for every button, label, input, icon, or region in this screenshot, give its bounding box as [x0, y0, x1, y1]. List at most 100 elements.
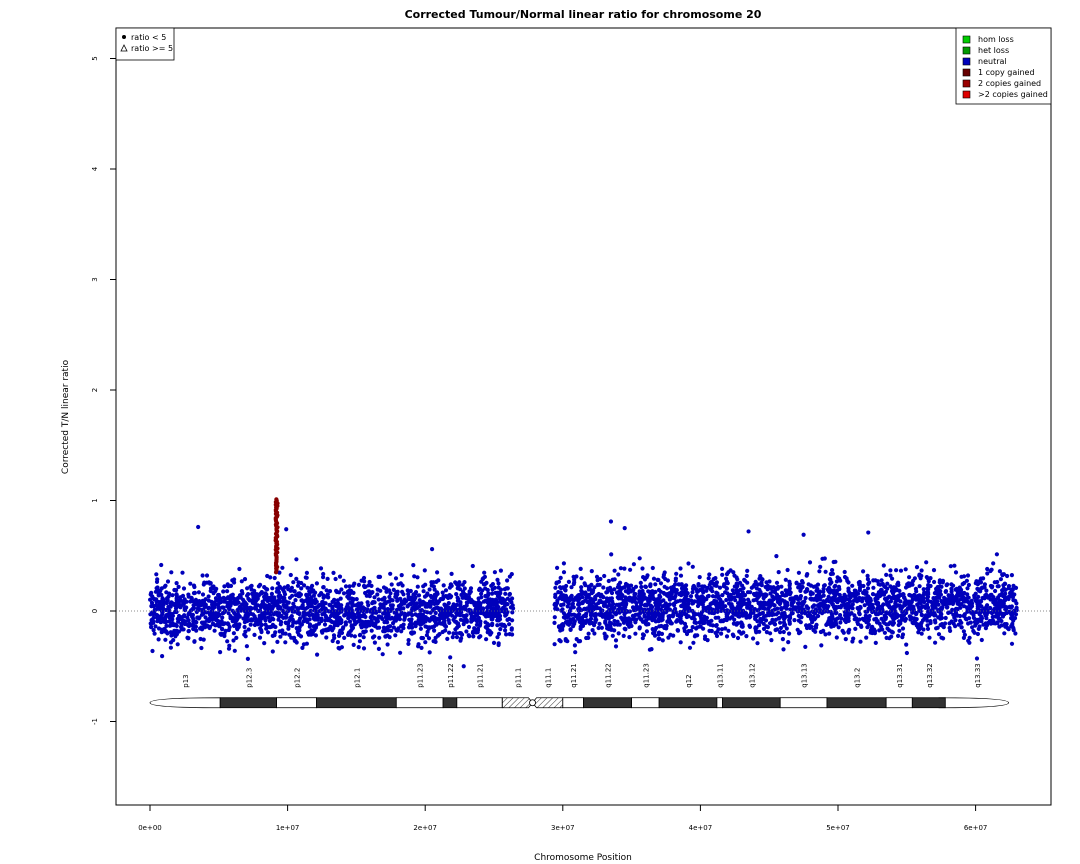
neutral-point — [407, 622, 412, 627]
neutral-point — [352, 634, 357, 639]
neutral-point — [182, 599, 188, 604]
neutral-point — [965, 599, 971, 605]
neutral-point — [245, 618, 250, 624]
neutral-point — [669, 621, 674, 626]
neutral-point — [903, 602, 908, 608]
neutral-point — [165, 579, 171, 584]
neutral-point — [887, 628, 892, 633]
neutral-point — [239, 608, 244, 613]
neutral-point — [396, 604, 401, 609]
neutral-point — [846, 618, 851, 624]
neutral-point — [1010, 613, 1015, 618]
neutral-point — [706, 576, 711, 581]
neutral-point — [735, 593, 741, 598]
neutral-point — [1000, 572, 1005, 577]
neutral-point — [172, 628, 177, 633]
neutral-point — [356, 618, 361, 624]
neutral-point — [509, 600, 514, 605]
data-points — [148, 497, 1019, 669]
neutral-point — [220, 615, 225, 620]
neutral-point — [375, 619, 380, 624]
neutral-point — [794, 594, 799, 599]
neutral-point — [985, 571, 990, 576]
neutral-point — [582, 613, 587, 618]
neutral-point — [445, 613, 450, 618]
neutral-point — [887, 636, 892, 641]
neutral-point — [596, 625, 601, 631]
color-legend-label: neutral — [978, 57, 1007, 66]
neutral-point — [313, 597, 318, 602]
neutral-point — [591, 600, 596, 605]
neutral-point — [952, 615, 957, 620]
neutral-point — [787, 592, 793, 597]
neutral-point — [482, 570, 487, 575]
neutral-point — [828, 609, 833, 615]
neutral-point — [263, 611, 268, 616]
neutral-point — [678, 566, 683, 571]
band-label: q13.2 — [854, 668, 862, 688]
neutral-point — [779, 607, 784, 612]
neutral-point — [787, 579, 792, 584]
neutral-point — [702, 614, 707, 619]
neutral-point — [571, 581, 576, 587]
neutral-point — [945, 582, 950, 587]
neutral-point — [823, 569, 828, 574]
neutral-point — [622, 566, 627, 571]
neutral-point — [295, 583, 301, 588]
neutral-point — [389, 582, 394, 587]
neutral-point — [258, 582, 263, 588]
neutral-point — [252, 597, 257, 602]
neutral-point — [559, 603, 564, 608]
neutral-point — [1004, 622, 1009, 627]
neutral-point — [845, 611, 850, 616]
neutral-point — [178, 595, 183, 600]
neutral-point — [702, 584, 707, 589]
neutral-point — [361, 635, 366, 640]
neutral-point — [914, 623, 919, 628]
neutral-point — [604, 590, 609, 595]
neutral-point — [349, 596, 354, 601]
neutral-point — [406, 641, 411, 647]
neutral-point — [473, 607, 478, 612]
neutral-point — [413, 595, 418, 600]
neutral-point — [842, 569, 847, 575]
neutral-point — [797, 582, 802, 587]
neutral-point — [170, 601, 175, 606]
neutral-point — [412, 574, 417, 579]
neutral-point — [953, 624, 958, 629]
neutral-point — [451, 617, 456, 622]
neutral-point — [801, 532, 806, 537]
neutral-point — [945, 601, 950, 606]
neutral-point — [476, 599, 481, 605]
neutral-point — [778, 625, 784, 631]
neutral-point — [656, 630, 662, 635]
neutral-point — [720, 566, 725, 572]
neutral-point — [192, 639, 197, 644]
neutral-point — [730, 588, 735, 593]
neutral-point — [428, 610, 433, 615]
neutral-point — [591, 588, 596, 593]
neutral-point — [464, 629, 469, 634]
neutral-point — [962, 632, 968, 637]
neutral-point — [458, 604, 463, 609]
neutral-point — [336, 645, 341, 651]
neutral-point — [497, 596, 502, 601]
neutral-point — [648, 583, 653, 588]
neutral-point — [563, 593, 569, 599]
neutral-point — [971, 615, 977, 621]
neutral-point — [196, 590, 201, 595]
neutral-point — [612, 587, 617, 592]
neutral-point — [771, 602, 776, 607]
neutral-point — [769, 638, 774, 643]
neutral-point — [376, 597, 381, 602]
neutral-point — [222, 599, 227, 604]
neutral-point — [682, 621, 688, 627]
neutral-point — [470, 563, 475, 569]
neutral-point — [689, 616, 695, 621]
neutral-point — [997, 609, 1002, 614]
neutral-point — [661, 574, 666, 580]
neutral-point — [441, 583, 446, 588]
neutral-point — [387, 635, 392, 640]
neutral-point — [832, 584, 837, 589]
neutral-point — [696, 600, 701, 605]
